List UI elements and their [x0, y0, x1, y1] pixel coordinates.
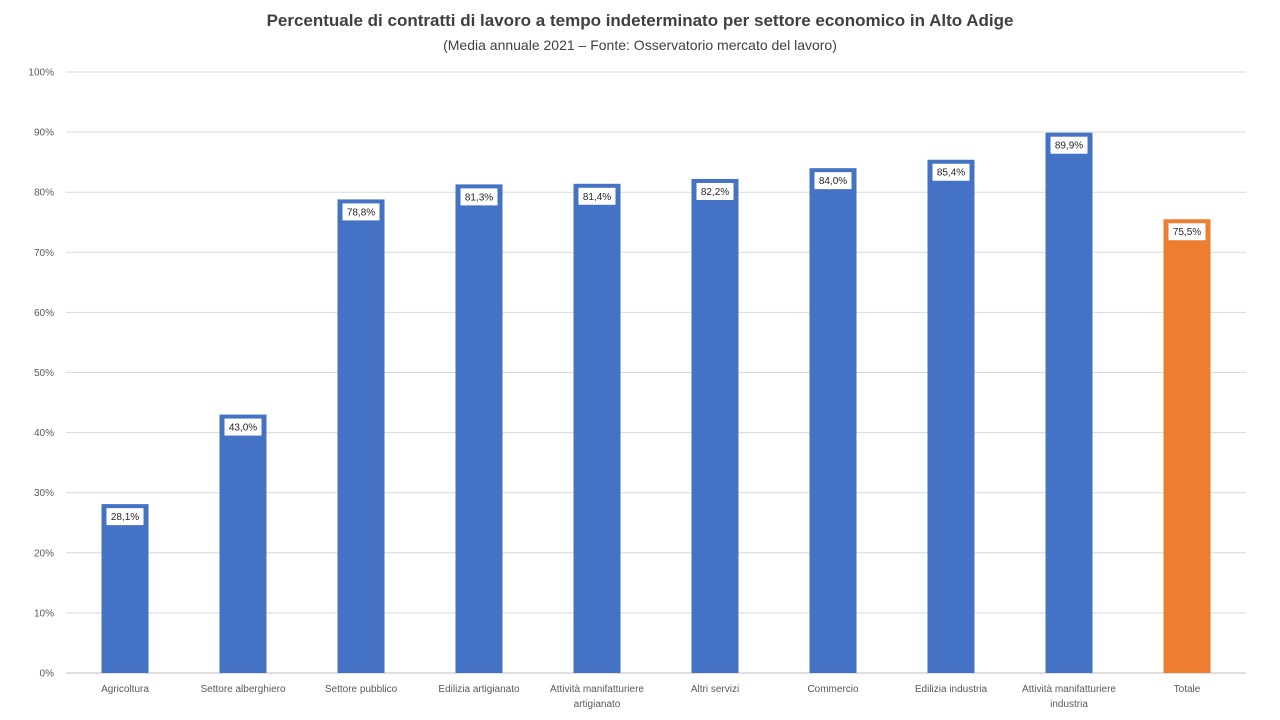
- data-label: 85,4%: [932, 163, 970, 181]
- y-tick-label: 70%: [34, 248, 54, 259]
- bar: [573, 183, 621, 673]
- x-tick-label: Attività manifatturiere industria: [1022, 684, 1116, 710]
- x-tick-label: Attività manifatturiere artigianato: [550, 684, 644, 710]
- bars: [101, 132, 1211, 674]
- data-label: 81,3%: [460, 188, 498, 206]
- data-label-box: [106, 508, 144, 526]
- bar: [809, 168, 857, 673]
- x-tick-label: Settore pubblico: [325, 684, 398, 695]
- data-label-box: [578, 187, 616, 205]
- bar: [101, 504, 149, 673]
- x-tick-label-line: Attività manifatturiere: [550, 684, 644, 695]
- bar: [337, 199, 385, 674]
- data-label: 75,5%: [1168, 223, 1206, 241]
- data-label-text: 81,4%: [583, 192, 611, 203]
- y-tick-label: 90%: [34, 128, 54, 139]
- bar: [927, 159, 975, 674]
- y-tick-label: 60%: [34, 308, 54, 319]
- x-tick-label-line: Altri servizi: [691, 684, 739, 695]
- x-tick-label: Commercio: [807, 684, 859, 695]
- x-axis: Agricoltura Settore alberghiero Settore pu…: [101, 684, 1201, 710]
- y-tick-label: 10%: [34, 608, 54, 619]
- bar: [691, 178, 739, 673]
- x-tick-label-line: Settore pubblico: [325, 684, 398, 695]
- data-label-box: [696, 182, 734, 200]
- x-tick-label: Edilizia industria: [915, 684, 988, 695]
- y-tick-label: 50%: [34, 368, 54, 379]
- x-tick-label-line: Commercio: [807, 684, 859, 695]
- data-label-box: [1168, 223, 1206, 241]
- x-tick-label-line: Edilizia industria: [915, 684, 988, 695]
- data-label-text: 85,4%: [937, 168, 965, 179]
- data-label-text: 89,9%: [1055, 141, 1083, 152]
- data-label: 78,8%: [342, 203, 380, 221]
- data-label: 84,0%: [814, 172, 852, 190]
- y-tick-label: 40%: [34, 428, 54, 439]
- data-label: 89,9%: [1050, 136, 1088, 154]
- x-tick-label-line: Attività manifatturiere: [1022, 684, 1116, 695]
- data-label-text: 28,1%: [111, 512, 139, 523]
- data-label-text: 43,0%: [229, 423, 257, 434]
- x-tick-label: Totale: [1174, 684, 1201, 695]
- x-tick-label: Edilizia artigianato: [438, 684, 520, 695]
- y-tick-label: 80%: [34, 188, 54, 199]
- data-label: 82,2%: [696, 182, 734, 200]
- x-tick-label: Settore alberghiero: [200, 684, 285, 695]
- bar: [219, 414, 267, 673]
- data-label: 81,4%: [578, 187, 616, 205]
- data-label-text: 78,8%: [347, 207, 375, 218]
- x-tick-label-line: artigianato: [574, 699, 621, 710]
- data-label-box: [814, 172, 852, 190]
- data-label-text: 81,3%: [465, 192, 493, 203]
- y-tick-label: 0%: [40, 669, 55, 680]
- bar: [1045, 132, 1093, 674]
- chart-title: Percentuale di contratti di lavoro a tem…: [266, 11, 1014, 30]
- data-label-text: 82,2%: [701, 187, 729, 198]
- data-label-box: [1050, 136, 1088, 154]
- data-labels: 28,1% 43,0% 78,8% 81,3% 81,4% 82,2% 84,0% 85,4%…: [106, 136, 1206, 526]
- data-label: 28,1%: [106, 508, 144, 526]
- data-label: 43,0%: [224, 418, 262, 436]
- x-tick-label-line: Settore alberghiero: [200, 684, 285, 695]
- y-tick-label: 20%: [34, 548, 54, 559]
- x-tick-label-line: industria: [1050, 699, 1088, 710]
- bar: [455, 184, 503, 673]
- data-label-box: [342, 203, 380, 221]
- data-label-text: 84,0%: [819, 176, 847, 187]
- x-tick-label-line: Edilizia artigianato: [438, 684, 520, 695]
- x-tick-label-line: Totale: [1174, 684, 1201, 695]
- chart-subtitle: (Media annuale 2021 – Fonte: Osservatori…: [443, 37, 837, 53]
- y-tick-label: 30%: [34, 488, 54, 499]
- x-tick-label-line: Agricoltura: [101, 684, 149, 695]
- data-label-text: 75,5%: [1173, 227, 1201, 238]
- data-label-box: [460, 188, 498, 206]
- x-tick-label: Agricoltura: [101, 684, 149, 695]
- x-tick-label: Altri servizi: [691, 684, 739, 695]
- bar: [1163, 219, 1211, 673]
- y-tick-label: 100%: [28, 68, 54, 79]
- y-axis: 0% 10% 20% 30% 40% 50% 60% 70% 80% 90% 100%: [28, 68, 54, 680]
- data-label-box: [224, 418, 262, 436]
- data-label-box: [932, 163, 970, 181]
